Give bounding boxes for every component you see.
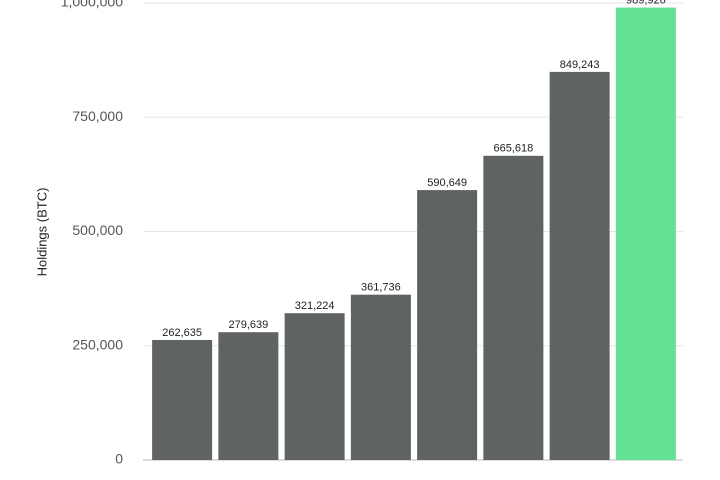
y-tick-label: 1,000,000: [61, 0, 123, 10]
bar: [615, 7, 676, 460]
y-tick-label: 750,000: [72, 108, 123, 124]
bar: [483, 155, 544, 461]
bar: [549, 71, 610, 461]
value-label: 321,224: [295, 300, 335, 312]
value-label: 849,243: [560, 59, 600, 71]
value-label: 279,639: [228, 319, 268, 331]
bar: [152, 339, 213, 460]
bar: [284, 313, 345, 460]
y-axis-title: Holdings (BTC): [34, 188, 49, 277]
y-tick-label: 250,000: [72, 336, 123, 352]
y-tick-label: 0: [115, 451, 123, 467]
value-label: 262,635: [162, 327, 202, 339]
value-label: 989,926: [626, 0, 666, 7]
bar: [218, 332, 279, 460]
value-label: 361,736: [361, 282, 401, 294]
bar: [417, 190, 478, 460]
y-tick-label: 500,000: [72, 222, 123, 238]
value-label: 665,618: [493, 143, 533, 155]
bar: [350, 294, 411, 460]
value-label: 590,649: [427, 177, 467, 189]
